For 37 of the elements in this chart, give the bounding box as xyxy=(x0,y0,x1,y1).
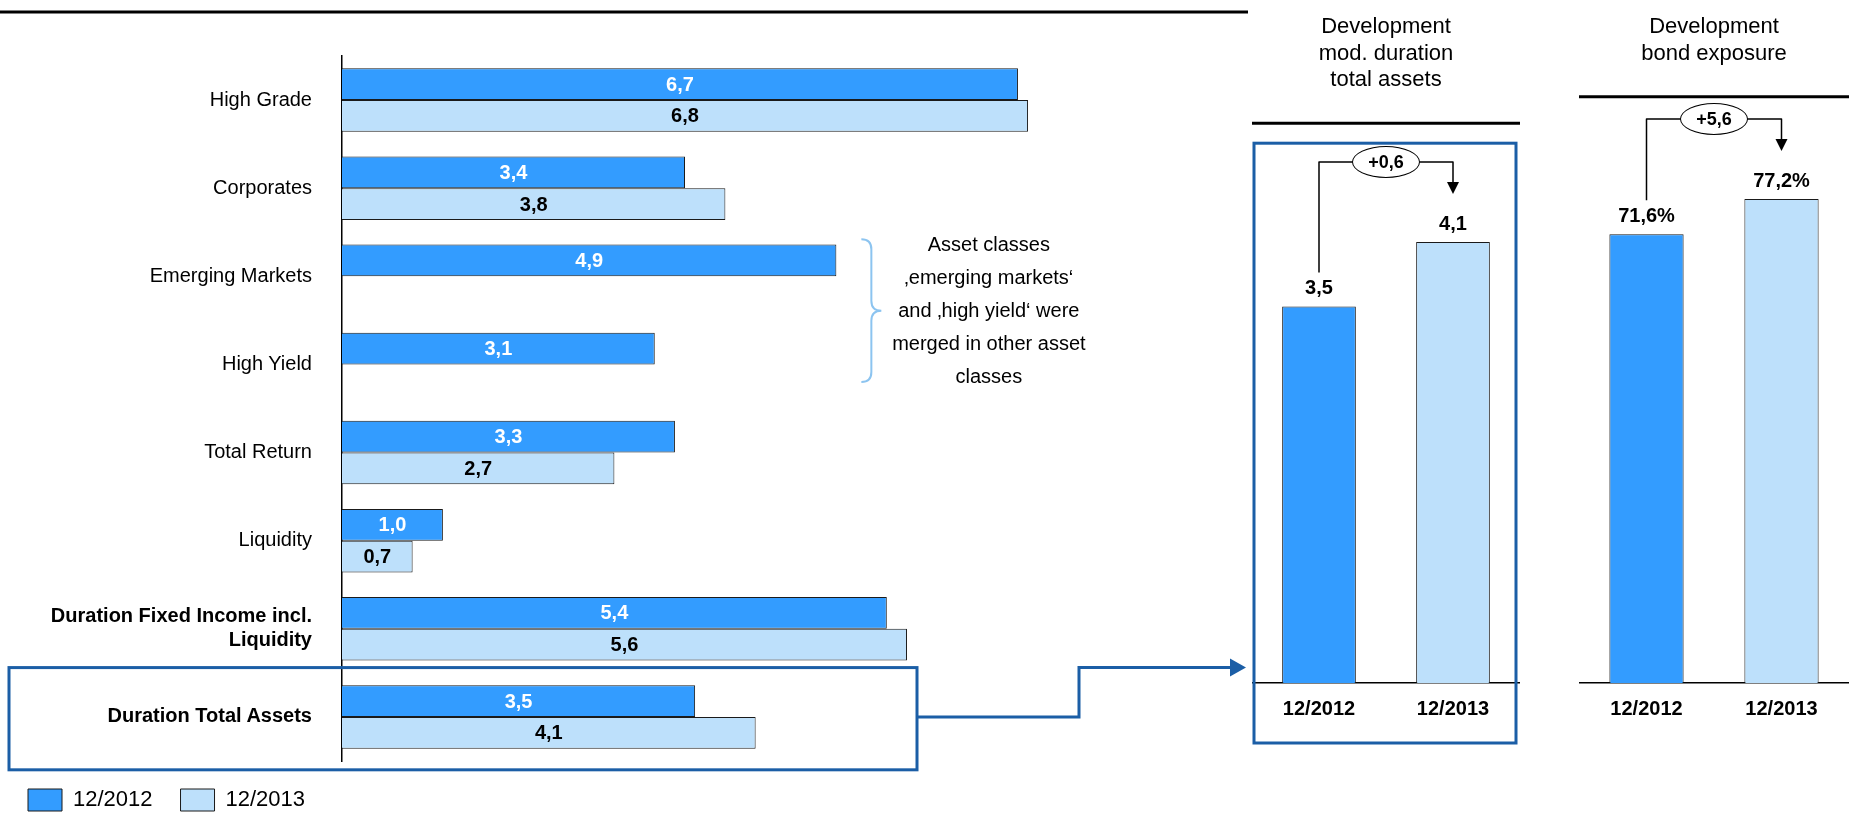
y-tick-label: High Grade xyxy=(209,87,312,110)
data-label: 5,4 xyxy=(600,601,630,624)
data-label: 6,7 xyxy=(666,72,694,95)
y-tick-label: Corporates xyxy=(213,175,312,198)
y-tick-label: High Yield xyxy=(221,351,312,374)
data-label: 3,4 xyxy=(499,160,529,183)
chart-title: Development mod. duration total assets xyxy=(1318,13,1454,92)
data-label: 2,7 xyxy=(464,456,493,479)
data-label: 77,2% xyxy=(1753,168,1811,191)
data-label: 0,7 xyxy=(363,545,392,568)
y-tick-label: Duration Fixed Income incl. Liquidity xyxy=(50,604,313,651)
data-label: 3,5 xyxy=(504,689,533,712)
data-label: 4,9 xyxy=(575,248,604,271)
legend-label: 12/2013 xyxy=(225,786,306,812)
x-tick-label: 12/2012 xyxy=(1282,696,1356,719)
y-tick-label: Liquidity xyxy=(238,528,312,551)
data-label: 3,1 xyxy=(484,337,513,360)
y-tick-label: Emerging Markets xyxy=(149,263,312,286)
data-label: 3,3 xyxy=(494,425,523,448)
legend-label: 12/2012 xyxy=(73,786,153,812)
data-label: 3,5 xyxy=(1305,276,1333,299)
data-label: 71,6% xyxy=(1618,203,1676,226)
data-label: 5,6 xyxy=(610,633,639,656)
text: +0,6 xyxy=(1352,146,1420,178)
data-label: 3,8 xyxy=(519,192,548,215)
annotation: Asset classes ‚emerging markets‘ and ‚high yield‘ were merged in other asset classes xyxy=(891,232,1087,390)
data-label: 4,1 xyxy=(534,721,563,744)
x-tick-label: 12/2013 xyxy=(1416,696,1490,719)
x-tick-label: 12/2012 xyxy=(1610,696,1683,719)
chart-title: Development bond exposure xyxy=(1641,13,1787,65)
x-tick-label: 12/2013 xyxy=(1745,696,1818,719)
y-tick-label: Total Return xyxy=(204,440,312,463)
data-label: 6,8 xyxy=(671,104,699,127)
data-label: 1,0 xyxy=(378,513,407,536)
y-tick-label: Duration Total Assets xyxy=(107,704,312,727)
data-label: 4,1 xyxy=(1439,211,1467,234)
text: +5,6 xyxy=(1680,103,1748,136)
